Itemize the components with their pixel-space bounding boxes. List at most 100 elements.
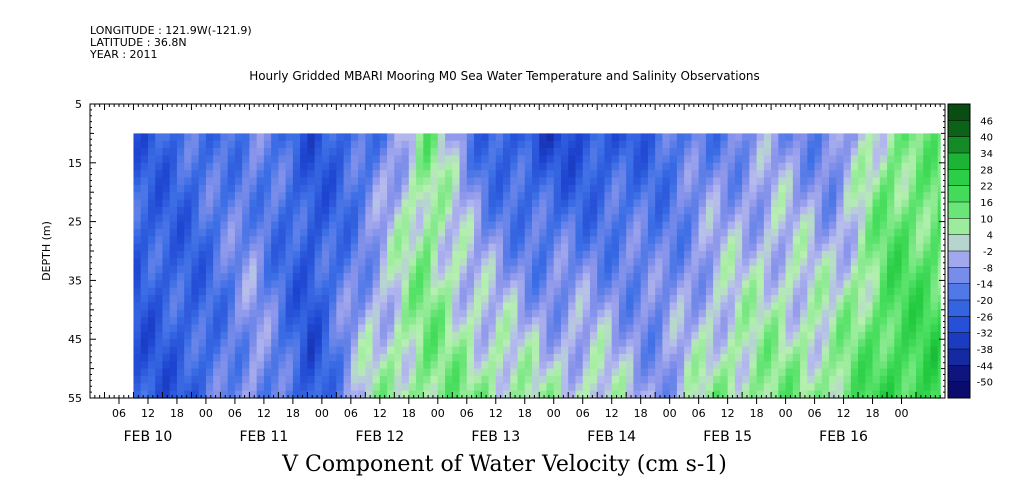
heatmap-cell: [155, 280, 164, 289]
heatmap-cell: [742, 346, 750, 355]
heatmap-cell: [901, 258, 910, 267]
heatmap-cell: [850, 287, 859, 296]
heatmap-cell: [365, 309, 374, 318]
heatmap-cell: [553, 236, 562, 245]
heatmap-cell: [669, 228, 678, 237]
heatmap-cell: [763, 309, 772, 318]
heatmap-cell: [416, 243, 424, 252]
heatmap-cell: [734, 273, 743, 281]
heatmap-cell: [858, 251, 866, 259]
heatmap-cell: [220, 309, 229, 318]
heatmap-cell: [401, 192, 410, 201]
heatmap-cell: [394, 140, 403, 149]
heatmap-cell: [474, 243, 482, 252]
heatmap-cell: [713, 228, 721, 237]
colorbar-label: -14: [977, 280, 993, 291]
heatmap-cell: [553, 295, 562, 304]
heatmap-cell: [155, 309, 164, 318]
heatmap-cell: [785, 302, 794, 311]
heatmap-cell: [546, 324, 555, 333]
heatmap-cell: [865, 273, 874, 281]
heatmap-cell: [300, 287, 308, 296]
heatmap-cell: [698, 221, 707, 230]
heatmap-cell: [575, 273, 584, 281]
heatmap-cell: [879, 228, 888, 237]
heatmap-cell: [416, 184, 424, 193]
heatmap-cell: [205, 353, 214, 362]
heatmap-cell: [626, 331, 635, 340]
heatmap-cell: [669, 390, 678, 399]
heatmap-cell: [184, 280, 193, 289]
heatmap-cell: [611, 361, 620, 370]
heatmap-cell: [756, 162, 765, 171]
heatmap-cell: [256, 133, 265, 142]
heatmap-cell: [314, 280, 323, 289]
heatmap-cell: [568, 324, 577, 333]
heatmap-cell: [423, 243, 432, 252]
heatmap-cell: [336, 214, 345, 223]
heatmap-cell: [365, 361, 374, 370]
heatmap-cell: [205, 375, 214, 384]
heatmap-cell: [176, 177, 185, 186]
heatmap-cell: [140, 170, 149, 179]
x-hour-label: 00: [431, 407, 445, 420]
heatmap-cell: [705, 339, 714, 348]
heatmap-cell: [800, 192, 808, 201]
heatmap-cell: [560, 346, 569, 355]
heatmap-cell: [916, 331, 924, 340]
heatmap-cell: [633, 317, 642, 326]
heatmap-cell: [205, 280, 214, 289]
heatmap-cell: [372, 236, 381, 245]
heatmap-cell: [836, 390, 845, 399]
heatmap-cell: [582, 228, 591, 237]
heatmap-cell: [387, 258, 395, 267]
heatmap-cell: [546, 221, 555, 230]
heatmap-cell: [271, 339, 279, 348]
heatmap-cell: [430, 192, 439, 201]
heatmap-cell: [184, 243, 193, 252]
heatmap-cell: [459, 192, 468, 201]
heatmap-cell: [662, 390, 671, 399]
heatmap-cell: [821, 258, 830, 267]
heatmap-cell: [597, 287, 606, 296]
heatmap-cell: [488, 258, 497, 267]
heatmap-cell: [423, 361, 432, 370]
heatmap-cell: [727, 162, 736, 171]
heatmap-cell: [292, 375, 301, 384]
heatmap-cell: [937, 353, 941, 362]
heatmap-cell: [821, 273, 830, 281]
heatmap-cell: [582, 206, 591, 215]
heatmap-cell: [445, 221, 453, 230]
heatmap-cell: [350, 228, 359, 237]
colorbar-label: 46: [980, 116, 993, 127]
heatmap-cell: [256, 251, 265, 259]
heatmap-cell: [452, 170, 461, 179]
heatmap-cell: [763, 273, 772, 281]
heatmap-cell: [727, 324, 736, 333]
heatmap-cell: [727, 214, 736, 223]
heatmap-cell: [742, 206, 750, 215]
heatmap-cell: [792, 236, 801, 245]
heatmap-cell: [503, 162, 511, 171]
heatmap-cell: [336, 155, 345, 164]
heatmap-cell: [358, 390, 366, 399]
heatmap-cell: [850, 353, 859, 362]
heatmap-cell: [923, 170, 932, 179]
heatmap-cell: [176, 155, 185, 164]
heatmap-cell: [836, 273, 845, 281]
heatmap-cell: [423, 199, 432, 208]
heatmap-cell: [821, 192, 830, 201]
heatmap-cell: [771, 155, 779, 164]
heatmap-cell: [488, 155, 497, 164]
heatmap-cell: [937, 236, 941, 245]
heatmap-cell: [647, 192, 656, 201]
heatmap-cell: [662, 287, 671, 296]
heatmap-cell: [691, 339, 700, 348]
heatmap-cell: [763, 133, 772, 142]
heatmap-cell: [676, 206, 685, 215]
heatmap-cell: [263, 199, 272, 208]
heatmap-cell: [176, 184, 185, 193]
heatmap-cell: [329, 170, 337, 179]
heatmap-cell: [220, 383, 229, 392]
heatmap-cell: [430, 162, 439, 171]
